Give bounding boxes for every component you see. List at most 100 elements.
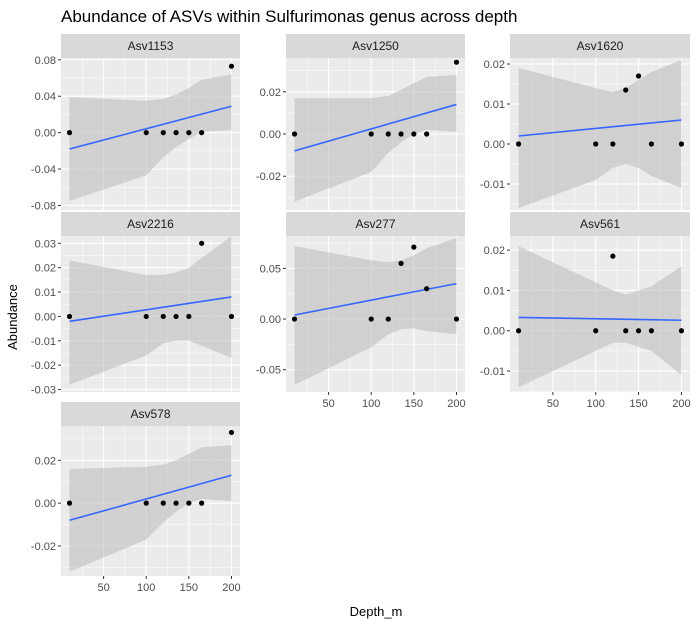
facet-strip <box>61 402 240 426</box>
y-tick-label: 0.04 <box>35 91 56 103</box>
data-point <box>160 313 166 320</box>
x-tick-label: 50 <box>322 398 334 410</box>
data-point <box>173 130 179 136</box>
y-tick-label: -0.02 <box>31 541 56 553</box>
data-point <box>173 313 179 320</box>
data-point <box>648 328 655 334</box>
confidence-ribbon <box>518 246 682 388</box>
facet-panel: Asv277 -0.05 0.00 0.05 50 100 150 200 <box>256 212 466 410</box>
facet-strip-label: Asv277 <box>355 217 395 231</box>
data-point <box>453 59 460 65</box>
facet-strip <box>61 34 240 58</box>
data-point <box>143 313 149 320</box>
data-point <box>424 131 430 137</box>
data-point <box>199 240 205 246</box>
y-tick-label: -0.01 <box>480 366 505 378</box>
x-tick-label: 100 <box>362 398 380 410</box>
y-tick-label: 0.01 <box>35 287 56 299</box>
data-point <box>678 328 685 334</box>
y-tick-label: -0.04 <box>31 164 56 176</box>
data-point <box>228 313 235 320</box>
data-point <box>368 131 374 137</box>
facet-panel: Asv561 -0.01 0.00 0.01 0.02 50 100 150 200 <box>480 212 691 410</box>
facet-strip <box>510 212 690 236</box>
data-point <box>173 500 179 506</box>
y-tick-label: -0.08 <box>31 200 56 212</box>
data-point <box>160 500 166 506</box>
data-point <box>186 500 192 506</box>
data-point <box>411 131 417 137</box>
trend-line <box>518 119 682 137</box>
x-tick-label: 100 <box>587 398 605 410</box>
data-point <box>186 313 192 320</box>
y-tick-label: 0.00 <box>35 498 56 510</box>
y-tick-label: 0.02 <box>260 87 281 99</box>
data-point <box>623 87 629 93</box>
y-tick-label: 0.05 <box>260 263 281 275</box>
y-tick-label: 0.03 <box>35 238 56 250</box>
confidence-ribbon <box>69 236 232 385</box>
y-tick-label: 0.00 <box>260 129 281 141</box>
data-point <box>186 130 192 136</box>
data-point <box>610 253 616 259</box>
y-tick-label: -0.05 <box>256 365 281 377</box>
x-tick-label: 50 <box>547 398 559 410</box>
data-point <box>648 141 655 147</box>
data-point <box>623 328 629 334</box>
confidence-ribbon <box>294 74 457 202</box>
data-point <box>66 313 73 320</box>
facet-strip <box>286 34 465 58</box>
facet-panel: Asv2216 -0.03 -0.02 -0.01 0.00 0.01 0.02 0.03 <box>31 212 240 397</box>
trend-line <box>69 474 232 522</box>
y-tick-label: -0.01 <box>31 336 56 348</box>
data-point <box>199 130 205 136</box>
facet-panel: Asv1250 -0.02 0.00 0.02 <box>256 34 465 210</box>
y-tick-label: 0.02 <box>35 455 56 467</box>
data-point <box>291 316 298 322</box>
x-tick-label: 150 <box>180 582 198 594</box>
facet-panels: Asv1153 -0.08 -0.04 0.00 0.04 0.08 Asv1250 -0.0… <box>31 34 691 594</box>
data-point <box>199 500 205 506</box>
data-point <box>368 316 374 322</box>
y-tick-label: 0.02 <box>484 245 505 257</box>
confidence-ribbon <box>69 74 232 201</box>
confidence-ribbon <box>69 445 232 572</box>
facet-strip-label: Asv1153 <box>128 39 174 53</box>
facet-strip-label: Asv2216 <box>127 217 174 231</box>
x-tick-label: 100 <box>137 582 155 594</box>
y-tick-label: 0.00 <box>260 314 281 326</box>
data-point <box>453 316 460 322</box>
y-tick-label: 0.00 <box>35 311 56 323</box>
y-tick-label: 0.02 <box>35 263 56 275</box>
data-point <box>66 130 73 136</box>
data-point <box>678 141 685 147</box>
y-tick-label: -0.03 <box>31 385 56 397</box>
facet-strip-label: Asv1250 <box>352 39 399 53</box>
facet-strip <box>510 34 690 58</box>
trend-line <box>69 105 232 150</box>
y-tick-label: -0.01 <box>480 179 505 191</box>
data-point <box>593 141 599 147</box>
x-tick-label: 50 <box>97 582 109 594</box>
trend-line <box>294 103 457 152</box>
y-tick-label: 0.00 <box>484 139 505 151</box>
facet-panel: Asv578 -0.02 0.00 0.02 50 100 150 200 <box>31 402 241 594</box>
data-point <box>66 500 73 506</box>
facet-strip <box>61 212 240 236</box>
data-point <box>610 141 616 147</box>
data-point <box>515 328 522 334</box>
data-point <box>143 500 149 506</box>
chart-title: Abundance of ASVs within Sulfurimonas ge… <box>61 7 517 26</box>
facet-strip-label: Asv578 <box>130 407 170 421</box>
y-tick-label: 0.08 <box>35 55 56 67</box>
y-tick-label: -0.02 <box>31 360 56 372</box>
data-point <box>385 316 391 322</box>
data-point <box>635 328 642 334</box>
y-tick-label: 0.00 <box>484 326 505 338</box>
y-tick-label: 0.02 <box>484 59 505 71</box>
y-tick-label: 0.01 <box>484 285 505 297</box>
data-point <box>593 328 599 334</box>
data-point <box>160 130 166 136</box>
